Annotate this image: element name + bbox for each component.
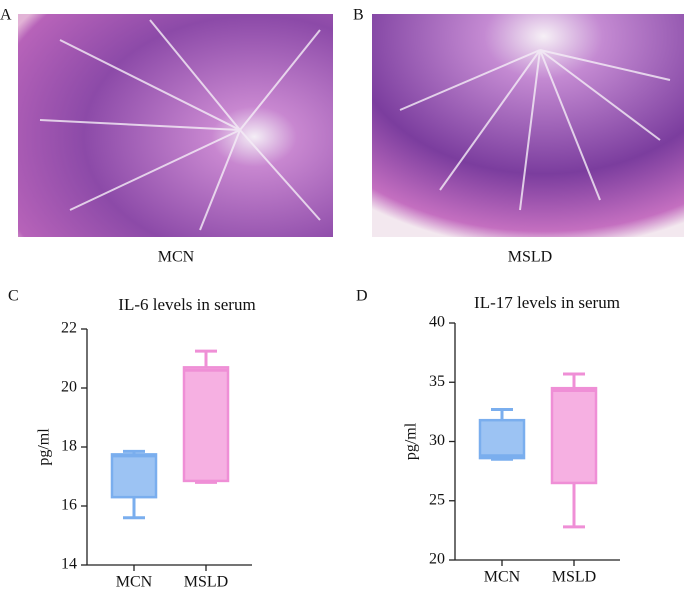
x-tick-label: MCN xyxy=(484,569,521,586)
y-tick-label: 40 xyxy=(429,314,445,331)
x-tick-label: MCN xyxy=(116,574,153,591)
x-tick-label: MSLD xyxy=(552,569,596,586)
panel-label: B xyxy=(353,7,364,24)
histology-image-b xyxy=(372,14,684,237)
x-tick-label: MSLD xyxy=(184,574,228,591)
y-tick-label: 22 xyxy=(61,320,77,337)
y-tick-label: 30 xyxy=(429,432,445,449)
image-caption: MSLD xyxy=(508,249,552,266)
y-tick-label: 35 xyxy=(429,373,445,390)
box xyxy=(478,418,526,460)
y-axis-label: pg/ml xyxy=(403,422,420,460)
image-caption: MCN xyxy=(158,249,195,266)
y-tick-label: 14 xyxy=(61,556,77,573)
y-tick-label: 25 xyxy=(429,491,445,508)
chart-title: IL-17 levels in serum xyxy=(474,293,620,312)
panel-label: C xyxy=(8,288,19,305)
y-axis-label: pg/ml xyxy=(36,428,53,466)
box xyxy=(550,386,598,485)
panel-label: D xyxy=(356,288,368,305)
y-tick-label: 20 xyxy=(429,551,445,568)
box xyxy=(110,453,158,499)
panel-label: A xyxy=(0,7,12,24)
y-tick-label: 16 xyxy=(61,497,77,514)
chart-title: IL-6 levels in serum xyxy=(118,295,255,314)
box xyxy=(182,366,230,483)
y-tick-label: 20 xyxy=(61,379,77,396)
y-tick-label: 18 xyxy=(61,438,77,455)
histology-image-a xyxy=(18,14,333,237)
